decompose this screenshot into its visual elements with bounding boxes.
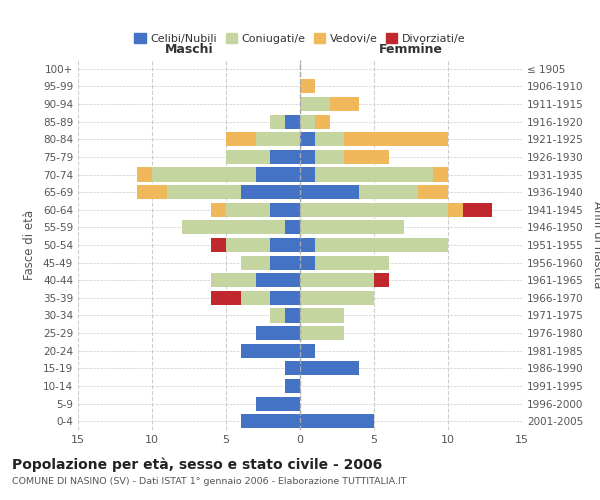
Bar: [271, 202, 300, 217]
Bar: [211, 238, 226, 252]
Bar: [300, 132, 315, 146]
Bar: [315, 256, 389, 270]
Bar: [285, 362, 300, 376]
Bar: [329, 97, 359, 111]
Bar: [315, 150, 344, 164]
Bar: [285, 114, 300, 128]
Bar: [300, 291, 374, 305]
Bar: [300, 414, 374, 428]
Bar: [241, 291, 271, 305]
Bar: [241, 414, 300, 428]
Bar: [211, 202, 226, 217]
Bar: [300, 256, 315, 270]
Bar: [300, 150, 315, 164]
Bar: [256, 132, 300, 146]
Bar: [344, 132, 448, 146]
Bar: [463, 202, 493, 217]
Bar: [300, 80, 315, 94]
Text: Popolazione per età, sesso e stato civile - 2006: Popolazione per età, sesso e stato civil…: [12, 458, 382, 472]
Bar: [211, 291, 241, 305]
Bar: [300, 185, 359, 199]
Y-axis label: Fasce di età: Fasce di età: [23, 210, 36, 280]
Text: Maschi: Maschi: [164, 44, 214, 57]
Bar: [256, 326, 300, 340]
Bar: [300, 114, 315, 128]
Bar: [256, 273, 300, 287]
Bar: [137, 185, 167, 199]
Bar: [300, 97, 329, 111]
Bar: [226, 132, 256, 146]
Bar: [374, 273, 389, 287]
Bar: [300, 202, 448, 217]
Bar: [226, 202, 271, 217]
Bar: [300, 168, 315, 181]
Bar: [315, 168, 433, 181]
Bar: [418, 185, 448, 199]
Bar: [211, 273, 256, 287]
Bar: [271, 308, 285, 322]
Bar: [285, 220, 300, 234]
Bar: [271, 114, 285, 128]
Bar: [300, 273, 374, 287]
Bar: [433, 168, 448, 181]
Bar: [448, 202, 463, 217]
Bar: [152, 168, 256, 181]
Bar: [241, 256, 271, 270]
Bar: [300, 308, 344, 322]
Bar: [241, 185, 300, 199]
Bar: [285, 379, 300, 393]
Bar: [241, 344, 300, 358]
Bar: [226, 150, 271, 164]
Bar: [182, 220, 285, 234]
Bar: [271, 256, 300, 270]
Bar: [271, 291, 300, 305]
Bar: [300, 238, 315, 252]
Bar: [315, 132, 344, 146]
Bar: [300, 362, 359, 376]
Text: COMUNE DI NASINO (SV) - Dati ISTAT 1° gennaio 2006 - Elaborazione TUTTITALIA.IT: COMUNE DI NASINO (SV) - Dati ISTAT 1° ge…: [12, 478, 407, 486]
Bar: [300, 220, 404, 234]
Bar: [359, 185, 418, 199]
Bar: [256, 396, 300, 410]
Legend: Celibi/Nubili, Coniugati/e, Vedovi/e, Divorziati/e: Celibi/Nubili, Coniugati/e, Vedovi/e, Di…: [130, 28, 470, 48]
Bar: [226, 238, 271, 252]
Bar: [300, 344, 315, 358]
Bar: [167, 185, 241, 199]
Bar: [256, 168, 300, 181]
Bar: [271, 238, 300, 252]
Bar: [285, 308, 300, 322]
Text: Femmine: Femmine: [379, 44, 443, 57]
Bar: [137, 168, 152, 181]
Bar: [300, 326, 344, 340]
Bar: [344, 150, 389, 164]
Bar: [315, 238, 448, 252]
Y-axis label: Anni di nascita: Anni di nascita: [590, 202, 600, 288]
Bar: [315, 114, 329, 128]
Bar: [271, 150, 300, 164]
